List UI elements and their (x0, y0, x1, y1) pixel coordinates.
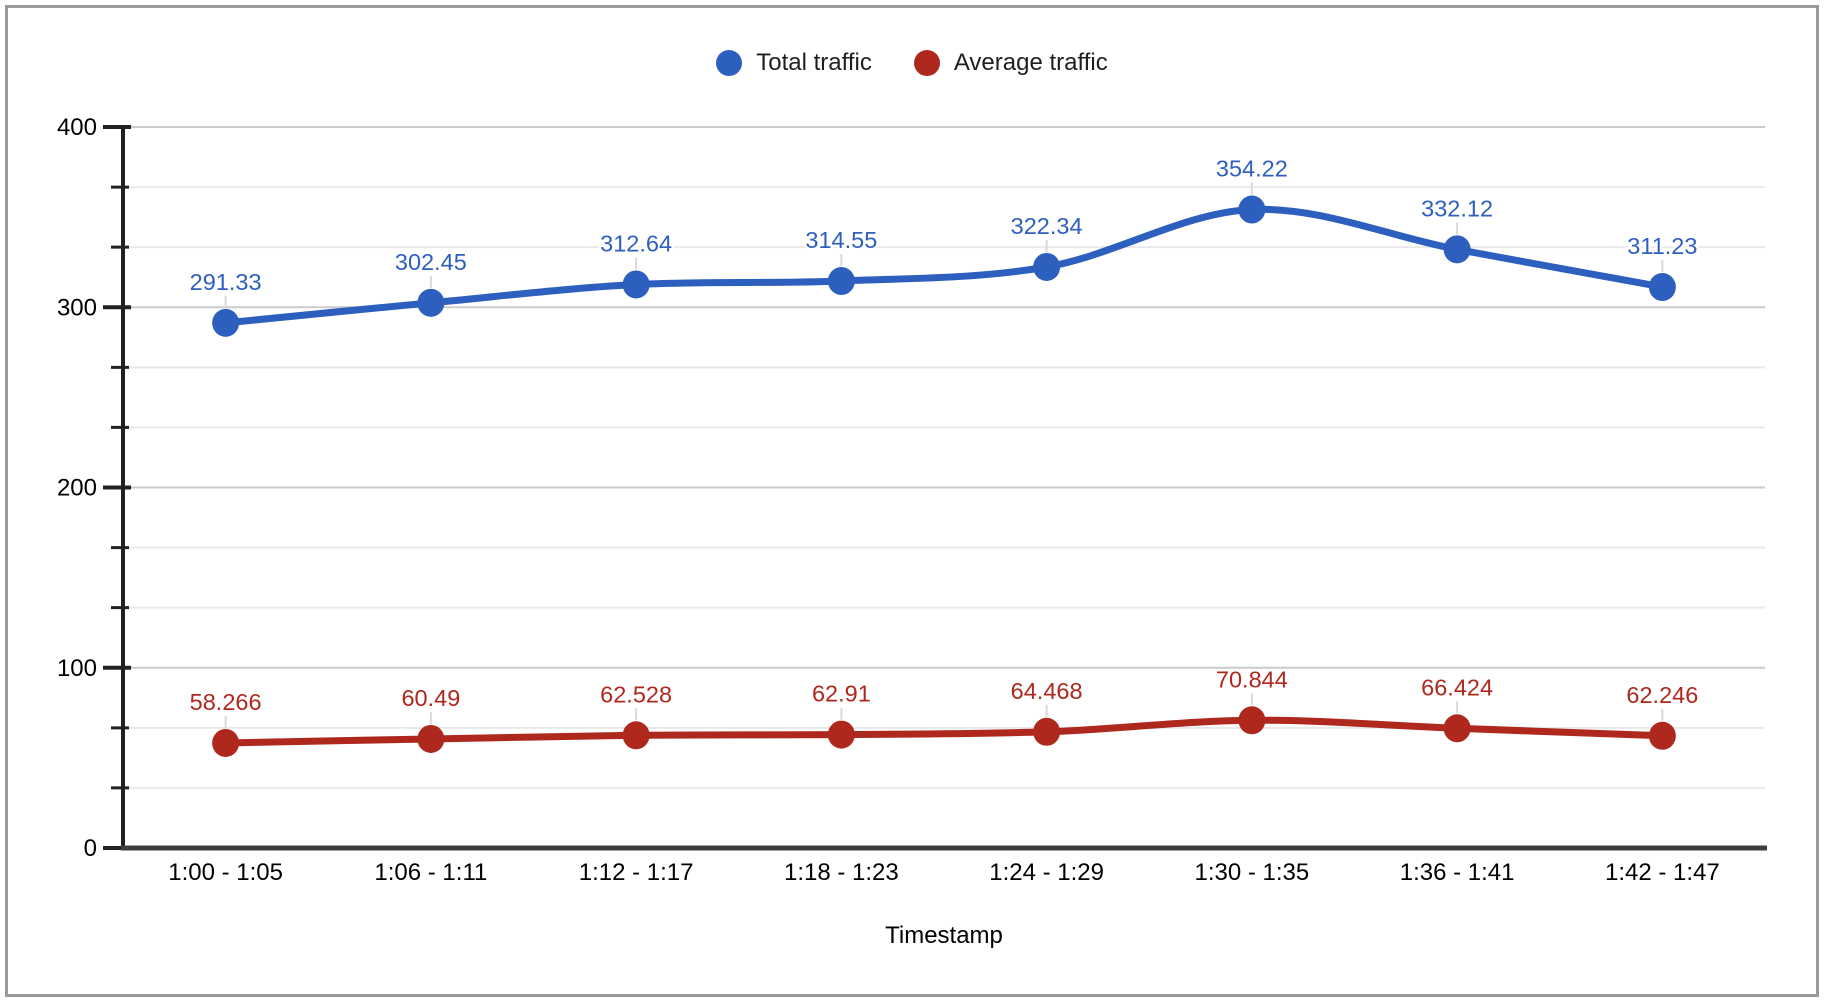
data-point-marker[interactable] (417, 724, 445, 753)
data-point-marker[interactable] (1648, 273, 1676, 302)
legend-item[interactable]: Total traffic (716, 50, 872, 76)
data-point-label: 322.34 (1011, 213, 1083, 239)
data-point-label: 66.424 (1421, 674, 1493, 700)
data-point-marker[interactable] (212, 308, 240, 337)
x-axis-category-label: 1:30 - 1:35 (1195, 859, 1310, 886)
x-axis-category-label: 1:00 - 1:05 (168, 859, 283, 886)
y-axis-tick-label: 0 (84, 835, 97, 862)
data-point-marker[interactable] (417, 288, 445, 317)
x-axis-category-label: 1:18 - 1:23 (784, 859, 899, 886)
data-point-marker[interactable] (1648, 721, 1676, 750)
chart-frame-border (5, 5, 1819, 997)
data-point-label: 311.23 (1627, 233, 1697, 259)
data-point-label: 70.844 (1216, 666, 1288, 692)
x-axis-category-label: 1:42 - 1:47 (1605, 859, 1720, 886)
data-point-marker[interactable] (1238, 195, 1266, 224)
y-axis-tick-label: 400 (57, 114, 97, 141)
data-point-marker[interactable] (1238, 706, 1266, 735)
x-axis-category-label: 1:06 - 1:11 (374, 859, 487, 886)
data-point-marker[interactable] (1443, 714, 1471, 743)
data-point-label: 62.91 (812, 681, 871, 707)
x-axis-category-label: 1:12 - 1:17 (579, 859, 694, 886)
y-axis-tick-label: 300 (57, 294, 97, 321)
data-point-label: 64.468 (1011, 678, 1083, 704)
data-point-marker[interactable] (827, 720, 855, 749)
data-point-label: 58.266 (190, 689, 262, 715)
data-point-marker[interactable] (622, 721, 650, 750)
data-point-label: 332.12 (1421, 195, 1493, 221)
x-axis-title: Timestamp (885, 922, 1003, 949)
data-point-marker[interactable] (1033, 252, 1061, 281)
y-axis-tick-label: 100 (57, 655, 97, 682)
data-point-label: 291.33 (190, 269, 262, 295)
x-axis-category-label: 1:36 - 1:41 (1400, 859, 1515, 886)
chart-legend: Total traffic Average traffic (0, 50, 1824, 76)
legend-item-label: Total traffic (756, 49, 872, 76)
legend-swatch-icon (913, 50, 940, 76)
y-axis-tick-label: 200 (57, 475, 97, 502)
data-point-marker[interactable] (1033, 717, 1061, 746)
x-axis-category-label: 1:24 - 1:29 (989, 859, 1104, 886)
data-point-marker[interactable] (1443, 235, 1471, 264)
data-point-label: 312.64 (600, 230, 672, 256)
data-point-label: 62.246 (1626, 682, 1698, 708)
legend-item[interactable]: Average traffic (913, 49, 1108, 76)
legend-swatch-icon (716, 50, 743, 76)
data-point-label: 314.55 (805, 227, 877, 253)
data-point-label: 302.45 (395, 249, 467, 275)
series-line-0 (222, 205, 1666, 327)
data-point-label: 62.528 (600, 681, 672, 707)
data-point-label: 354.22 (1216, 156, 1288, 182)
data-point-marker[interactable] (827, 267, 855, 296)
series-line-1 (222, 716, 1666, 747)
legend-item-label: Average traffic (953, 49, 1108, 76)
data-point-marker[interactable] (622, 270, 650, 299)
data-point-marker[interactable] (212, 728, 240, 757)
data-point-label: 60.49 (401, 685, 460, 711)
